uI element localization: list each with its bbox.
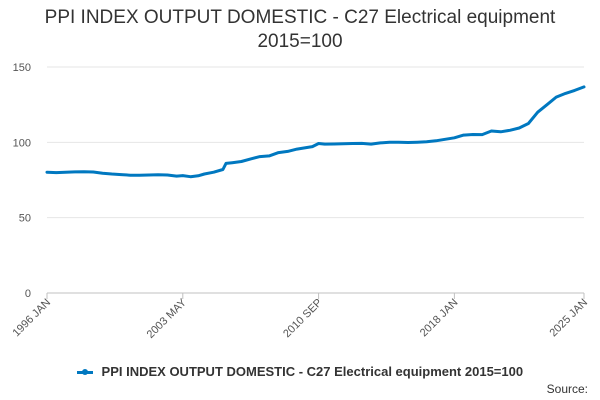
x-tick-label: 2003 MAY <box>145 296 190 341</box>
data-point <box>555 95 558 99</box>
data-point <box>443 138 447 141</box>
series-line <box>45 85 586 179</box>
chart-title-line-2: 2015=100 <box>257 31 343 52</box>
data-point <box>138 174 141 177</box>
data-point <box>231 161 234 164</box>
data-point <box>92 170 95 174</box>
data-point <box>101 172 104 175</box>
data-point <box>536 111 539 114</box>
data-point <box>295 147 299 151</box>
data-point <box>518 126 521 130</box>
chart-title-line-1: PPI INDEX OUTPUT DOMESTIC - C27 Electric… <box>44 7 556 28</box>
data-point <box>323 142 326 146</box>
data-point <box>55 171 58 174</box>
data-point <box>249 157 252 161</box>
data-point <box>508 129 512 132</box>
legend[interactable]: PPI INDEX OUTPUT DOMESTIC - C27 Electric… <box>0 364 600 379</box>
data-point <box>397 141 400 144</box>
data-point <box>197 174 200 177</box>
x-tick-label: 2025 JAN <box>547 297 590 340</box>
data-point <box>545 103 549 106</box>
data-point <box>332 142 336 146</box>
data-point <box>573 89 576 92</box>
x-tick-label: 2010 SEP <box>281 297 325 341</box>
data-point <box>286 150 289 153</box>
data-point <box>64 171 67 174</box>
x-tick-label: 1996 JAN <box>10 297 53 340</box>
chart-title: PPI INDEX OUTPUT DOMESTIC - C27 Electric… <box>0 6 600 54</box>
data-point <box>166 173 169 177</box>
data-point <box>221 168 225 171</box>
data-point <box>82 170 86 173</box>
data-point <box>156 173 160 176</box>
data-point <box>305 146 308 149</box>
data-point <box>110 172 114 176</box>
data-point <box>564 92 567 95</box>
data-point <box>268 154 271 158</box>
data-point <box>462 133 465 137</box>
data-point <box>240 160 243 163</box>
y-tick-label: 0 <box>25 288 31 300</box>
data-point <box>342 142 345 145</box>
data-point <box>406 141 410 144</box>
legend-line-marker-icon <box>76 369 93 376</box>
data-point <box>175 174 178 178</box>
data-point <box>129 174 132 177</box>
y-tick-label: 150 <box>13 62 31 74</box>
data-point <box>181 174 184 177</box>
data-point <box>582 85 586 89</box>
data-point <box>119 173 123 176</box>
data-point <box>189 175 192 178</box>
data-point <box>388 141 391 144</box>
data-point <box>203 172 206 176</box>
data-point <box>499 130 502 133</box>
data-point <box>416 141 419 144</box>
data-point <box>147 173 150 177</box>
data-point <box>369 142 373 146</box>
axis-layer: 0 50 100 150 1996 JAN 2003 MAY 2010 SEP 2018 JA… <box>10 62 590 341</box>
data-point <box>379 141 382 145</box>
y-tick-label: 100 <box>13 137 31 149</box>
x-tick-label: 2018 JAN <box>418 297 461 340</box>
series-layer <box>45 85 586 179</box>
data-point <box>434 139 438 142</box>
data-point <box>527 122 530 125</box>
legend-label: PPI INDEX OUTPUT DOMESTIC - C27 Electric… <box>101 364 524 379</box>
data-point <box>351 142 354 145</box>
data-point <box>471 133 475 136</box>
data-point <box>317 142 320 145</box>
data-point <box>360 142 363 145</box>
data-point <box>311 145 314 148</box>
data-point <box>73 170 77 174</box>
grid-layer <box>47 66 584 219</box>
source-label: Source: <box>546 382 588 396</box>
data-point <box>481 133 484 136</box>
data-point <box>45 171 49 174</box>
data-point <box>224 162 228 165</box>
data-point <box>212 171 215 174</box>
data-point <box>425 140 428 143</box>
data-point <box>453 136 456 139</box>
y-tick-label: 50 <box>19 213 31 225</box>
data-point <box>277 151 280 154</box>
data-point <box>258 155 262 158</box>
data-point <box>490 129 493 133</box>
